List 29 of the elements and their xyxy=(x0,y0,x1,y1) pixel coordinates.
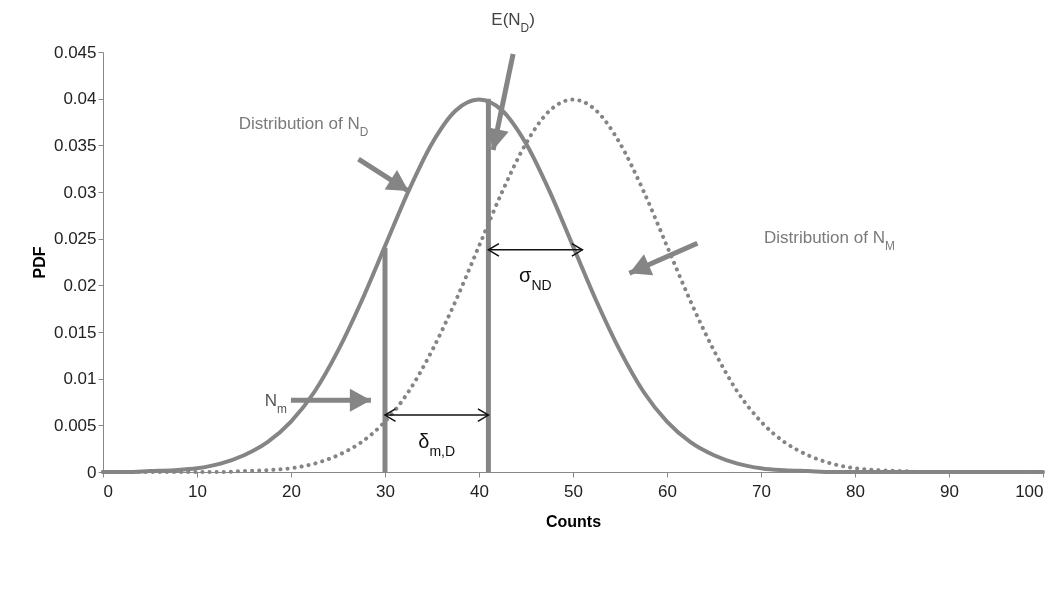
x-tick-label: 10 xyxy=(188,481,207,501)
y-axis-title: PDF xyxy=(30,246,48,279)
y-tick-label: 0.04 xyxy=(63,89,97,109)
x-tick-label: 0 xyxy=(103,481,113,501)
x-tick-label: 40 xyxy=(470,481,489,501)
x-tick-label: 90 xyxy=(940,481,959,501)
y-tick-label: 0.015 xyxy=(53,322,97,342)
annotation: N$_{m}$ xyxy=(264,391,288,417)
x-tick-label: 80 xyxy=(846,481,865,501)
annotation: Distribution of N$_{D}$ xyxy=(238,114,369,140)
x-tick-label: 50 xyxy=(564,481,583,501)
x-tick-label: 100 xyxy=(1015,481,1044,501)
y-tick-label: 0.03 xyxy=(63,182,97,202)
y-tick-label: 0.045 xyxy=(53,42,97,62)
y-tick-label: 0.02 xyxy=(63,275,97,295)
annotation: Distribution of N$_{M}$ xyxy=(763,228,895,254)
y-tick-label: 0.035 xyxy=(53,135,97,155)
x-axis-title: Counts xyxy=(545,512,602,530)
y-tick-label: 0.005 xyxy=(53,415,97,435)
annotation: δ$_{m,D}$ xyxy=(418,430,456,460)
y-tick-label: 0.025 xyxy=(53,229,97,249)
annotation: E(N$_{D}$) xyxy=(491,10,535,35)
y-tick-label: 0.01 xyxy=(63,369,97,389)
annotation: σ$_{ND}$ xyxy=(519,263,552,293)
x-tick-label: 30 xyxy=(376,481,395,501)
x-tick-label: 20 xyxy=(282,481,301,501)
x-tick-label: 70 xyxy=(752,481,771,501)
y-tick-label: 0 xyxy=(87,462,97,482)
x-tick-label: 60 xyxy=(658,481,677,501)
